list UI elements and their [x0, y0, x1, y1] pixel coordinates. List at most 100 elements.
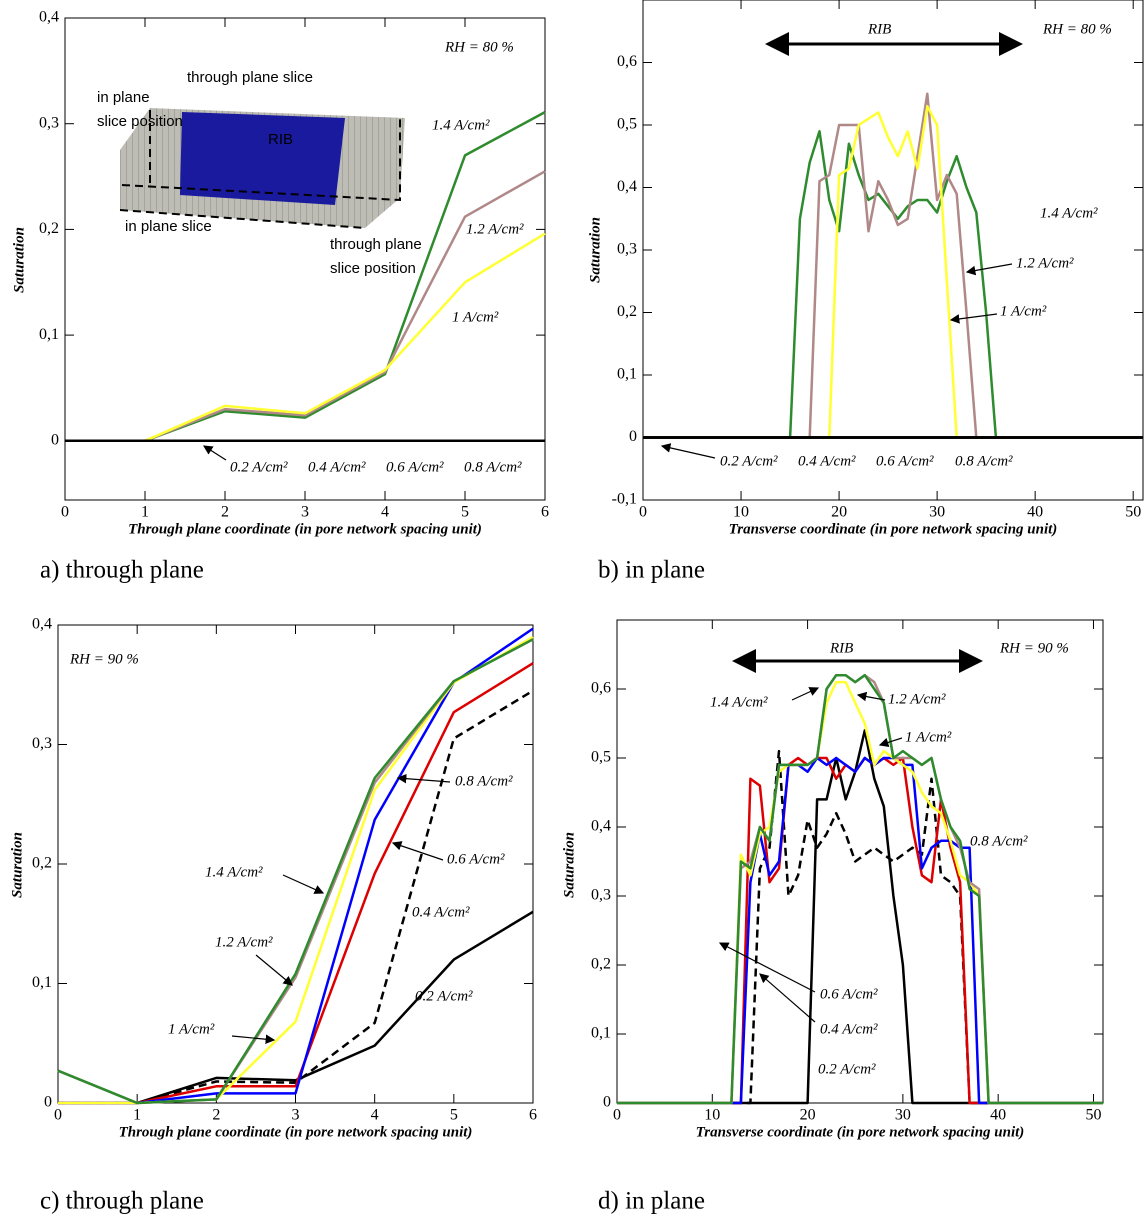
caption: a) through plane — [40, 557, 204, 584]
y-tick-label: 0 — [44, 1094, 52, 1111]
x-tick-label: 2 — [212, 1107, 220, 1124]
annotation-arrow — [718, 942, 816, 993]
x-tick-label: 6 — [541, 504, 549, 521]
annotation-arrow — [282, 874, 325, 894]
caption: d) in plane — [598, 1188, 705, 1215]
y-tick-label: 0,3 — [39, 114, 59, 131]
y-tick-label: 0,4 — [32, 616, 52, 633]
annotation-arrow — [660, 443, 716, 459]
x-tick-label: 6 — [529, 1107, 537, 1124]
series-label: 0.4 A/cm² — [308, 459, 366, 475]
annotation-arrow — [791, 687, 820, 701]
series-label: 1 A/cm² — [168, 1021, 215, 1037]
series-line — [617, 756, 1103, 1105]
y-tick-label: 0,2 — [617, 303, 637, 320]
x-tick-label: 40 — [1027, 504, 1043, 521]
series-line — [57, 638, 534, 1105]
annotation: RIB — [829, 640, 853, 656]
x-tick-label: 1 — [141, 504, 149, 521]
annotation-arrow — [231, 1034, 276, 1044]
inset — [119, 108, 405, 229]
annotation-arrow — [878, 737, 903, 748]
inset-label: through plane — [330, 236, 422, 253]
y-tick-label: -0,1 — [612, 491, 637, 508]
series-label: 0.6 A/cm² — [876, 453, 934, 469]
series-label: 1 A/cm² — [452, 309, 499, 325]
series-label: 1.2 A/cm² — [466, 221, 524, 237]
series-line — [643, 92, 1143, 439]
x-tick-label: 1 — [133, 1107, 141, 1124]
annotation-arrow — [391, 841, 444, 861]
series-label: 0.2 A/cm² — [720, 453, 778, 469]
series-label: 0.8 A/cm² — [955, 453, 1013, 469]
x-tick-label: 3 — [301, 504, 309, 521]
y-tick-label: 0 — [51, 431, 59, 448]
y-tick-label: 0 — [629, 428, 637, 445]
series-label: 1.2 A/cm² — [888, 691, 946, 707]
series-line — [643, 130, 1143, 439]
x-axis-title: Transverse coordinate (in pore network s… — [696, 1124, 1025, 1140]
x-tick-label: 0 — [613, 1107, 621, 1124]
series-label: 1.4 A/cm² — [432, 117, 490, 133]
annotation-arrow — [202, 445, 227, 461]
series-line — [58, 662, 534, 1105]
annotation: RH = 80 % — [444, 39, 514, 55]
series-label: 0.4 A/cm² — [820, 1021, 878, 1037]
x-axis-title: Transverse coordinate (in pore network s… — [729, 521, 1058, 537]
x-tick-label: 5 — [450, 1107, 458, 1124]
x-tick-label: 4 — [381, 504, 389, 521]
caption: b) in plane — [598, 557, 705, 584]
x-axis-title: Through plane coordinate (in pore networ… — [119, 1124, 473, 1140]
series-label: 0.8 A/cm² — [464, 459, 522, 475]
series-line — [617, 680, 1103, 1105]
y-tick-label: 0,4 — [39, 9, 59, 26]
y-tick-label: 0 — [603, 1094, 611, 1111]
series-label: 0.4 A/cm² — [798, 453, 856, 469]
x-tick-label: 2 — [221, 504, 229, 521]
inset-slice — [119, 209, 366, 229]
series-line — [617, 673, 1103, 1105]
x-tick-label: 4 — [371, 1107, 379, 1124]
y-tick-label: 0,4 — [617, 178, 637, 195]
series-line — [643, 104, 1143, 439]
inset-rib — [180, 112, 345, 205]
inset-label: in plane slice — [125, 218, 212, 235]
x-tick-label: 40 — [990, 1107, 1006, 1124]
series-label: 0.6 A/cm² — [820, 986, 878, 1002]
series-label: 0.8 A/cm² — [970, 833, 1028, 849]
y-tick-label: 0,2 — [39, 220, 59, 237]
x-tick-label: 50 — [1085, 1107, 1101, 1124]
y-axis-title: Saturation — [561, 832, 577, 898]
annotation: RIB — [867, 21, 891, 37]
plot-frame — [616, 619, 1104, 1104]
y-axis-title: Saturation — [11, 227, 27, 293]
series-label: 0.2 A/cm² — [415, 988, 473, 1004]
series-label: 1 A/cm² — [1000, 303, 1047, 319]
x-tick-label: 10 — [733, 504, 749, 521]
series-line — [57, 638, 534, 1105]
x-tick-label: 0 — [61, 504, 69, 521]
x-tick-label: 30 — [895, 1107, 911, 1124]
annotation-arrow — [856, 691, 886, 702]
x-tick-label: 3 — [292, 1107, 300, 1124]
y-tick-label: 0,1 — [39, 326, 59, 343]
annotation: RH = 90 % — [999, 640, 1069, 656]
y-axis-title: Saturation — [587, 217, 603, 283]
annotation: RH = 80 % — [1042, 21, 1112, 37]
series-label: 0.8 A/cm² — [455, 773, 513, 789]
caption: c) through plane — [40, 1188, 204, 1215]
series-label: 0.6 A/cm² — [447, 851, 505, 867]
y-tick-label: 0,1 — [32, 974, 52, 991]
y-tick-label: 0,1 — [591, 1025, 611, 1042]
x-tick-label: 20 — [800, 1107, 816, 1124]
y-tick-label: 0,2 — [591, 956, 611, 973]
annotation-arrow — [965, 263, 1013, 276]
plot-frame — [642, 0, 1144, 501]
y-tick-label: 0,5 — [591, 749, 611, 766]
y-tick-label: 0,5 — [617, 116, 637, 133]
y-tick-label: 0,1 — [617, 366, 637, 383]
series-label: 1.2 A/cm² — [215, 934, 273, 950]
annotation-arrow — [396, 773, 451, 784]
series-label: 1.2 A/cm² — [1016, 255, 1074, 271]
series-line — [58, 910, 534, 1105]
